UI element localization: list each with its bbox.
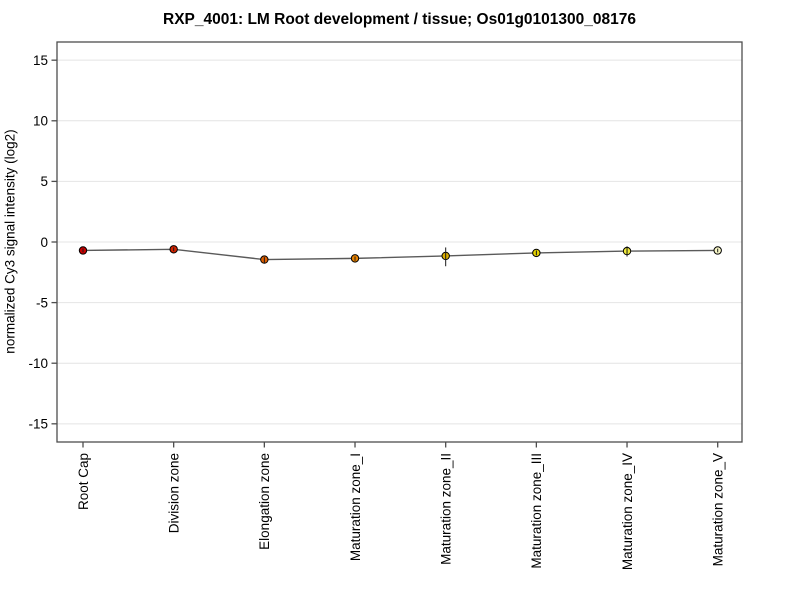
x-tick-label: Root Cap — [76, 453, 91, 510]
y-tick-label: 15 — [33, 53, 48, 68]
x-tick-label: Division zone — [166, 453, 181, 533]
x-tick-label: Maturation zone_III — [529, 453, 544, 569]
y-tick-label: -15 — [28, 417, 48, 432]
data-line — [82, 248, 718, 261]
x-tick-label: Maturation zone_I — [348, 453, 363, 561]
y-tick-label: 0 — [40, 235, 48, 250]
chart-title: RXP_4001: LM Root development / tissue; … — [163, 11, 636, 28]
y-tick-label: -10 — [28, 356, 48, 371]
y-tick-label: 10 — [33, 114, 48, 129]
x-tick-label: Elongation zone — [257, 453, 272, 550]
x-tick-label: Maturation zone_II — [438, 453, 453, 565]
x-tick-label: Maturation zone_IV — [620, 453, 635, 570]
x-tick-label: Maturation zone_V — [711, 453, 726, 566]
y-tick-label: 5 — [40, 174, 48, 189]
y-tick-label: -5 — [36, 295, 48, 310]
